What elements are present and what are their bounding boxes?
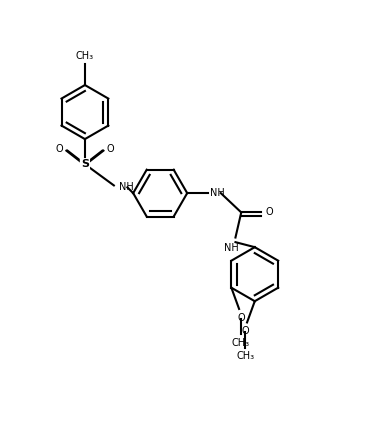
Text: CH₃: CH₃ xyxy=(76,51,94,61)
Text: CH₃: CH₃ xyxy=(236,352,254,361)
Text: O: O xyxy=(237,313,245,323)
Text: NH: NH xyxy=(119,182,133,192)
Text: CH₃: CH₃ xyxy=(232,338,250,348)
Text: NH: NH xyxy=(210,188,225,198)
Text: O: O xyxy=(107,144,115,154)
Text: NH: NH xyxy=(224,242,239,253)
Text: O: O xyxy=(265,208,273,217)
Text: S: S xyxy=(81,159,89,169)
Text: O: O xyxy=(55,144,63,154)
Text: O: O xyxy=(241,326,249,336)
